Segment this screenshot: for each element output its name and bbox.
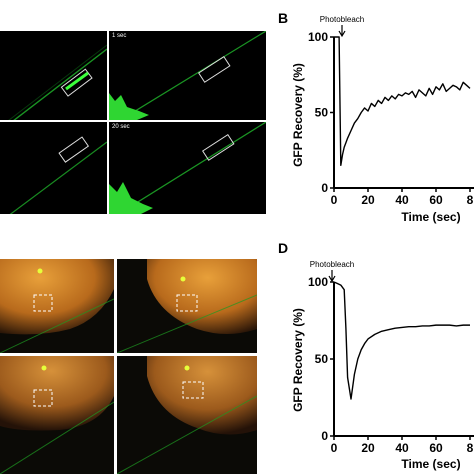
- chart-d-y-tick-label: 50: [315, 352, 329, 366]
- chart-d-ylabel: GFP Recovery (%): [291, 308, 305, 412]
- chart-d-x-tick-label: 0: [331, 441, 338, 455]
- chart-b-x-tick-label: 8: [467, 193, 474, 207]
- frame-time-label: 1 sec: [112, 33, 127, 39]
- chart-d-x-tick-label: 40: [395, 441, 409, 455]
- micrograph-a-top-left: [0, 31, 107, 120]
- chart-d: Photobleach GFP Recovery (%) Time (sec) …: [291, 260, 474, 471]
- chart-b-x-tick-label: 0: [331, 193, 338, 207]
- chart-b-y-tick-label: 0: [321, 181, 328, 195]
- chart-b-x-tick-label: 40: [395, 193, 409, 207]
- chart-b-x-tick-label: 60: [429, 193, 443, 207]
- chart-b-xlabel: Time (sec): [401, 210, 460, 224]
- micrograph-c-top-right: [117, 259, 257, 353]
- chart-b-annotation-arrow: [338, 25, 346, 38]
- chart-d-x-tick-label: 20: [361, 441, 375, 455]
- chart-d-annotation-arrow: [328, 270, 336, 283]
- chart-b-annotation: Photobleach: [320, 15, 364, 24]
- micrograph-a-bottom-right: 20 sec: [109, 122, 266, 214]
- chart-d-x-tick-label: 8: [467, 441, 474, 455]
- chart-b-y-tick-label: 50: [315, 106, 329, 120]
- chart-d-series-line: [333, 281, 470, 400]
- chart-d-y-tick-label: 100: [308, 275, 328, 289]
- chart-b-series-line: [334, 36, 471, 167]
- chart-d-annotation: Photobleach: [310, 260, 354, 269]
- chart-b-y-tick-label: 100: [308, 30, 328, 44]
- chart-d-x-tick-label: 60: [429, 441, 443, 455]
- chart-d-y-tick-label: 0: [321, 429, 328, 443]
- chart-b-ylabel: GFP Recovery (%): [291, 63, 305, 167]
- micrograph-a-bottom-left: [0, 122, 107, 214]
- panel-letter-d: D: [278, 240, 289, 256]
- micrograph-c-bottom-right: [117, 356, 257, 474]
- chart-d-xlabel: Time (sec): [401, 457, 460, 471]
- micrograph-c-top-left: [0, 259, 114, 353]
- chart-b: Photobleach GFP Recovery (%) Time (sec) …: [291, 15, 474, 224]
- micrograph-c-bottom-left: [0, 356, 114, 474]
- micrograph-a-top-right: 1 sec: [109, 31, 266, 120]
- frame-time-label: 20 sec: [112, 124, 130, 130]
- chart-b-x-tick-label: 20: [361, 193, 375, 207]
- panel-letter-b: B: [278, 10, 289, 26]
